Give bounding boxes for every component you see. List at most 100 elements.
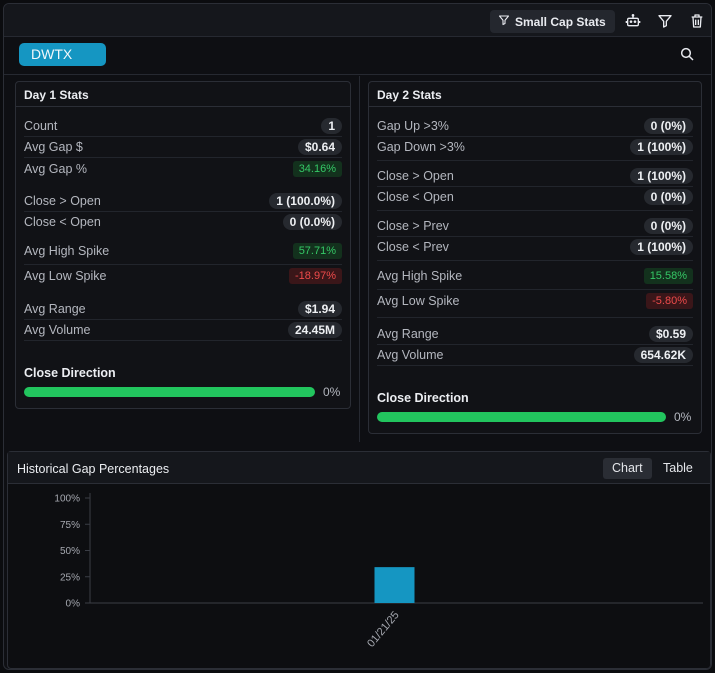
stat-value: 0 (0%) xyxy=(643,217,693,234)
close-direction-pct: 0% xyxy=(323,385,341,399)
stat-value: 15.58% xyxy=(643,267,693,284)
trash-icon[interactable] xyxy=(687,11,707,31)
stat-row: Avg Low Spike -18.97% xyxy=(24,265,342,286)
row-divider xyxy=(377,236,693,237)
stat-row: Avg High Spike 15.58% xyxy=(377,265,693,286)
filter-icon[interactable] xyxy=(655,11,675,31)
stat-row: Avg Volume 654.62K xyxy=(377,344,693,365)
ticker-input[interactable]: DWTX xyxy=(19,43,106,66)
stat-label: Close > Prev xyxy=(377,218,449,233)
stat-row: Avg Range $1.94 xyxy=(24,298,342,319)
y-tick-label: 75% xyxy=(60,520,80,531)
y-axis: 100% 75% 50% 25% 0% xyxy=(54,494,90,610)
historical-gap-panel: Historical Gap Percentages Chart Table 1… xyxy=(7,451,711,669)
robot-icon[interactable] xyxy=(623,11,643,31)
row-divider xyxy=(377,365,693,366)
row-divider xyxy=(377,289,693,290)
stat-row: Close < Open 0 (0.0%) xyxy=(24,211,342,232)
stat-label: Gap Up >3% xyxy=(377,118,449,133)
gap-bar-chart: 100% 75% 50% 25% 0% 01/21/25 xyxy=(54,493,703,650)
close-direction-label: Close Direction xyxy=(24,366,116,380)
stat-row: Avg Gap $ $0.64 xyxy=(24,136,342,157)
day2-stats-panel: Day 2 Stats Gap Up >3% 0 (0%) Gap Down >… xyxy=(368,81,702,434)
bar[interactable] xyxy=(374,567,415,603)
stat-value: 1 (100.0%) xyxy=(269,192,342,209)
filter-icon xyxy=(498,14,510,29)
stat-label: Avg Range xyxy=(377,326,439,341)
stat-label: Avg Low Spike xyxy=(377,293,460,308)
stat-label: Avg Gap % xyxy=(24,161,88,176)
row-divider xyxy=(377,136,693,137)
row-divider xyxy=(377,210,693,211)
ticker-row: DWTX xyxy=(4,37,711,75)
close-direction-pct: 0% xyxy=(674,410,692,424)
stat-value: 1 (100%) xyxy=(630,167,693,184)
stat-label: Gap Down >3% xyxy=(377,139,465,154)
stat-label: Avg High Spike xyxy=(377,268,463,283)
row-divider xyxy=(377,344,693,345)
stat-row: Avg Gap % 34.16% xyxy=(24,158,342,179)
stat-value: $1.94 xyxy=(297,300,342,317)
y-tick-label: 25% xyxy=(60,572,80,583)
stat-value: 0 (0%) xyxy=(643,188,693,205)
stat-value: -5.80% xyxy=(646,292,693,309)
stat-value: 1 xyxy=(321,117,342,134)
day1-title: Day 1 Stats xyxy=(16,82,350,107)
stat-row: Close > Open 1 (100.0%) xyxy=(24,190,342,211)
top-toolbar: Small Cap Stats xyxy=(4,4,711,37)
stat-row: Count 1 xyxy=(24,115,342,136)
row-divider xyxy=(377,160,693,161)
stat-value: -18.97% xyxy=(289,267,342,284)
stat-row: Avg Volume 24.45M xyxy=(24,319,342,340)
tab-table[interactable]: Table xyxy=(663,461,693,475)
row-divider xyxy=(377,317,693,318)
stat-row: Close > Prev 0 (0%) xyxy=(377,215,693,236)
small-cap-stats-button[interactable]: Small Cap Stats xyxy=(490,10,615,33)
stat-row: Avg Low Spike -5.80% xyxy=(377,290,693,311)
y-tick-label: 50% xyxy=(60,546,80,557)
stat-label: Avg High Spike xyxy=(24,243,110,258)
row-divider xyxy=(24,340,342,341)
row-divider xyxy=(24,136,342,137)
stat-label: Close < Open xyxy=(24,214,101,229)
stat-row: Close < Prev 1 (100%) xyxy=(377,236,693,257)
stat-value: 1 (100%) xyxy=(630,138,693,155)
stat-value: 1 (100%) xyxy=(630,238,693,255)
close-direction-label: Close Direction xyxy=(377,391,469,405)
stat-label: Close > Open xyxy=(24,193,101,208)
day2-title: Day 2 Stats xyxy=(369,82,701,107)
stat-value: 24.45M xyxy=(287,321,342,338)
stat-value: 654.62K xyxy=(633,346,693,363)
day1-stats-panel: Day 1 Stats Count 1 Avg Gap $ $0.64 Avg … xyxy=(15,81,351,409)
row-divider xyxy=(24,264,342,265)
stat-label: Close > Open xyxy=(377,168,454,183)
stat-label: Count xyxy=(24,118,58,133)
stat-row: Close > Open 1 (100%) xyxy=(377,165,693,186)
tab-chart[interactable]: Chart xyxy=(603,458,652,479)
row-divider xyxy=(377,260,693,261)
close-direction-bar xyxy=(24,387,315,397)
app-frame: Small Cap Stats DWTX Day 1 Stats Count 1… xyxy=(3,3,712,670)
y-tick-label: 100% xyxy=(54,494,80,505)
stat-value: 0 (0%) xyxy=(643,117,693,134)
stat-label: Avg Low Spike xyxy=(24,268,107,283)
column-divider xyxy=(359,76,360,442)
stat-label: Avg Volume xyxy=(377,347,444,362)
stat-row: Close < Open 0 (0%) xyxy=(377,186,693,207)
x-axis-labels: 01/21/25 xyxy=(365,609,402,650)
stat-label: Avg Range xyxy=(24,301,86,316)
stat-row: Gap Up >3% 0 (0%) xyxy=(377,115,693,136)
stat-value: 57.71% xyxy=(292,242,342,259)
stat-value: $0.64 xyxy=(297,138,342,155)
row-divider xyxy=(24,319,342,320)
stat-label: Avg Gap $ xyxy=(24,139,83,154)
stat-row: Avg High Spike 57.71% xyxy=(24,240,342,261)
stat-label: Close < Prev xyxy=(377,239,449,254)
stat-row: Gap Down >3% 1 (100%) xyxy=(377,136,693,157)
search-icon[interactable] xyxy=(679,46,697,64)
historical-title: Historical Gap Percentages xyxy=(17,462,170,476)
y-tick-label: 0% xyxy=(66,599,81,610)
bars xyxy=(374,567,415,603)
stat-label: Close < Open xyxy=(377,189,454,204)
stat-value: $0.59 xyxy=(648,325,693,342)
